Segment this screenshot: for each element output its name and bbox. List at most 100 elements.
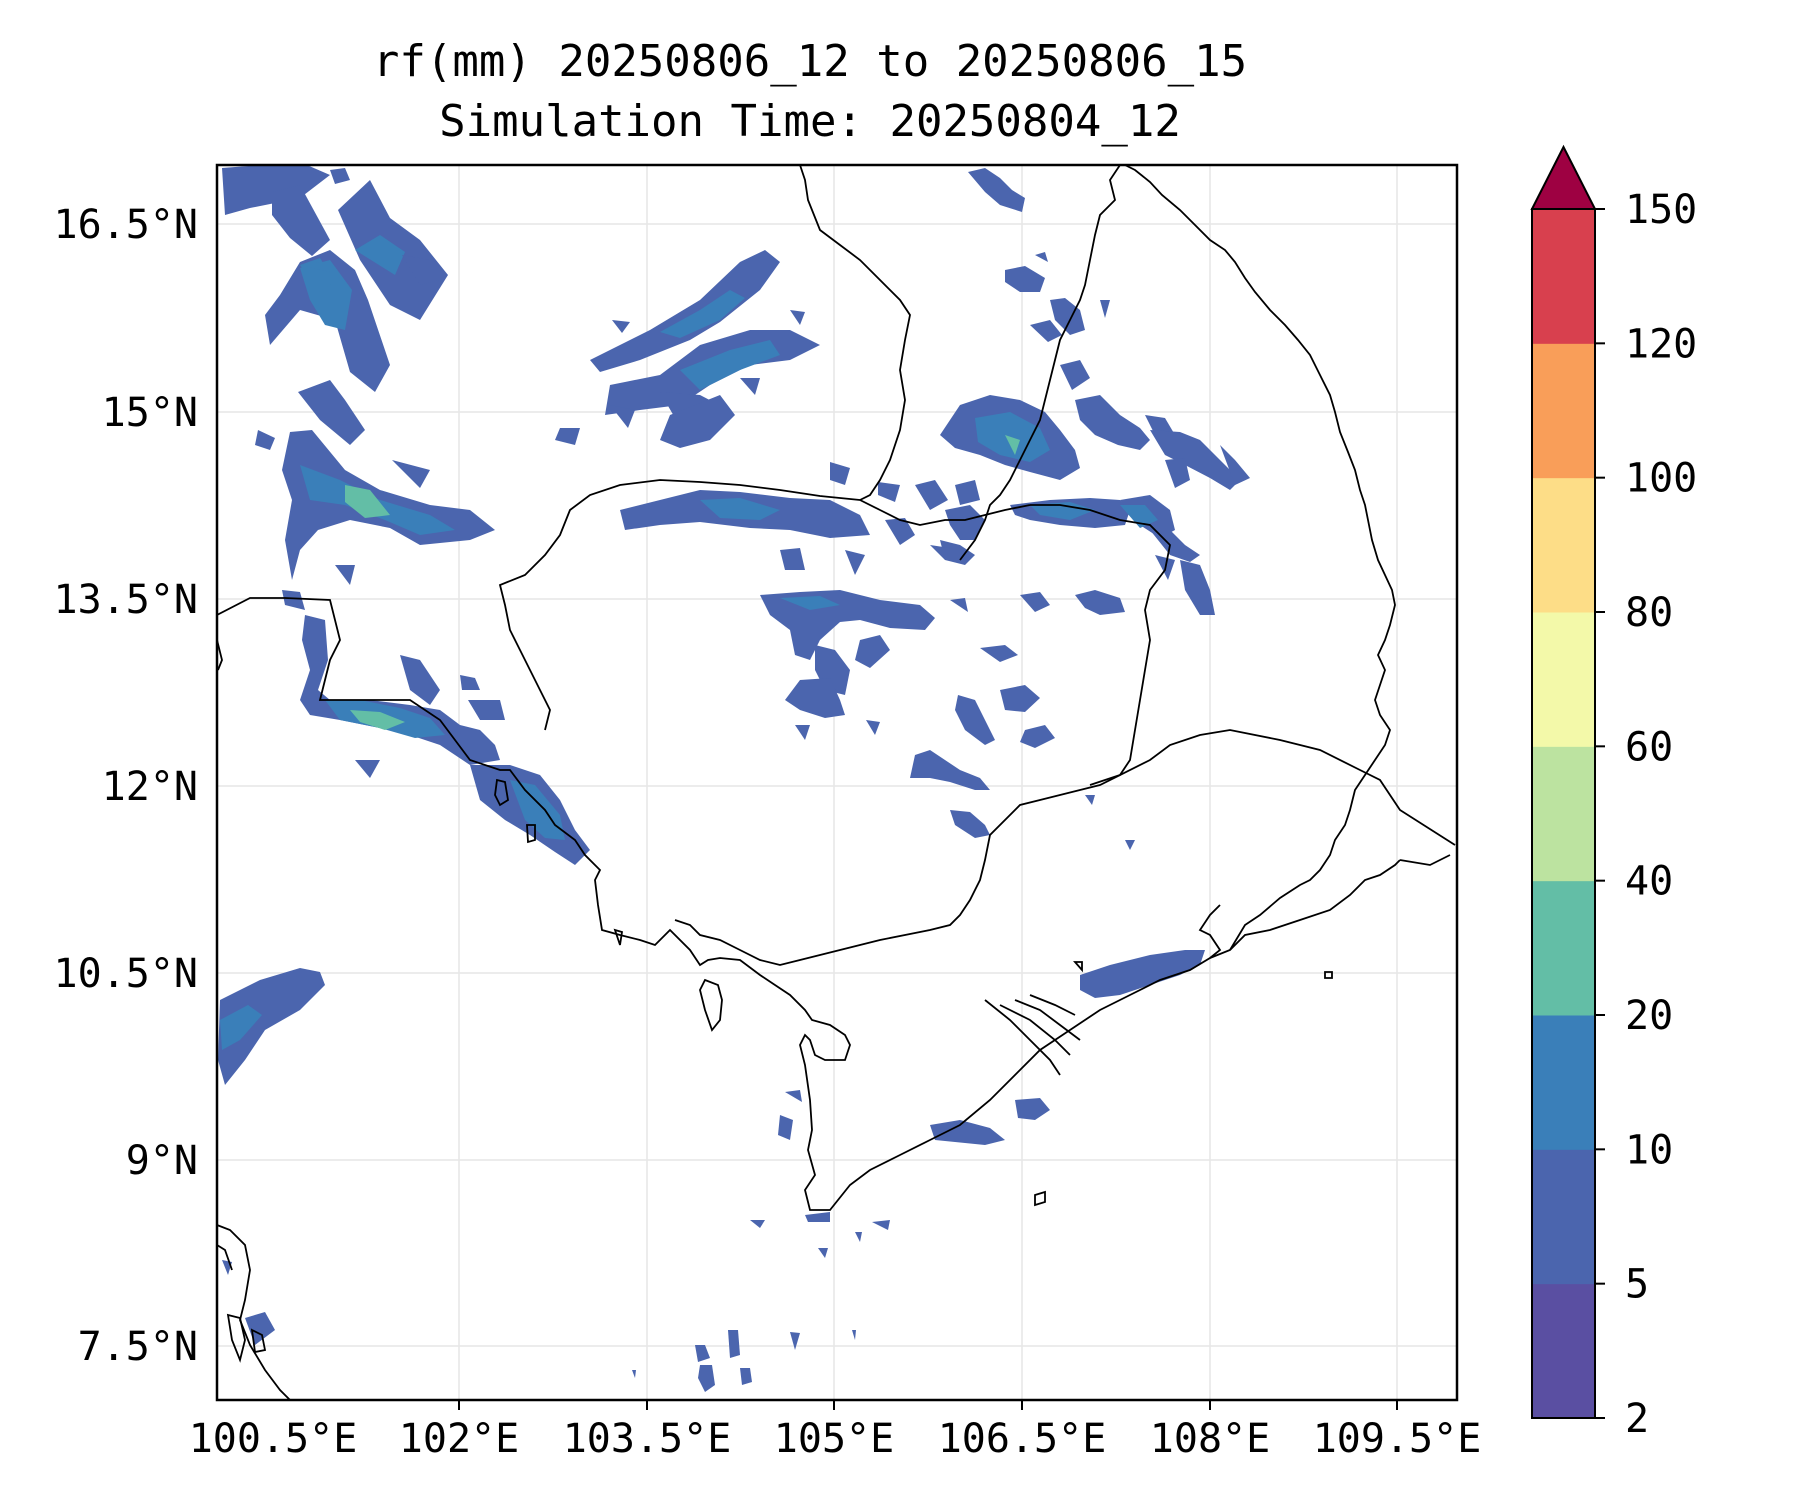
rain-patch xyxy=(355,760,380,778)
rain-patch xyxy=(930,545,950,560)
y-tick-label: 9°N xyxy=(126,1138,198,1184)
map-title-line2: Simulation Time: 20250804_12 xyxy=(439,96,1181,147)
rain-patch xyxy=(660,395,735,448)
rain-patch xyxy=(1120,505,1158,528)
y-tick-label: 15°N xyxy=(102,390,198,436)
rain-patch xyxy=(728,1330,740,1358)
rain-patch xyxy=(700,498,780,520)
rain-patch xyxy=(265,250,390,392)
rain-patch xyxy=(400,655,440,705)
rain-patch xyxy=(1075,395,1150,450)
rain-patch xyxy=(350,710,405,730)
rain-patch xyxy=(1000,685,1040,712)
colorbar-tick-label: 100 xyxy=(1625,456,1697,502)
rain-patch xyxy=(980,645,1018,662)
y-axis-labels: 16.5°N 15°N 13.5°N 12°N 10.5°N 9°N 7.5°N xyxy=(54,202,199,1370)
rain-patch xyxy=(866,720,880,735)
rainfall-contours xyxy=(218,165,1250,1392)
rain-patch xyxy=(402,255,440,285)
rain-patch xyxy=(460,675,480,690)
rain-patch xyxy=(955,480,980,505)
map-title-line1: rf(mm) 20250806_12 to 20250806_15 xyxy=(372,36,1248,87)
rain-patch xyxy=(255,430,275,450)
rain-patch xyxy=(940,540,975,565)
colorbar-tick-label: 10 xyxy=(1625,1127,1673,1173)
rain-patch xyxy=(698,1365,715,1392)
rain-patch xyxy=(1020,592,1050,612)
rain-patch xyxy=(1015,1098,1050,1120)
rain-patch xyxy=(1075,590,1125,615)
colorbar-tick-label: 80 xyxy=(1625,590,1673,636)
rain-patch xyxy=(300,615,500,765)
rain-patch xyxy=(1035,252,1048,262)
rain-patch xyxy=(1005,435,1020,455)
colorbar-tick-label: 2 xyxy=(1625,1396,1649,1442)
colorbar-segment xyxy=(1532,477,1595,613)
colorbar-segment xyxy=(1532,1015,1595,1150)
rain-patch xyxy=(1005,266,1045,292)
colorbar-segment xyxy=(1532,1283,1595,1419)
rain-patch xyxy=(355,235,405,275)
rain-patch xyxy=(282,590,305,610)
rain-patch xyxy=(872,1220,890,1230)
rain-patch xyxy=(1020,725,1055,748)
y-tick-label: 12°N xyxy=(102,764,198,810)
map-frame xyxy=(215,163,1459,1402)
colorbar-tick-label: 150 xyxy=(1625,187,1697,233)
rain-patch xyxy=(680,340,780,390)
x-axis-labels: 100.5°E 102°E 103.5°E 105°E 106.5°E 108°… xyxy=(189,1416,1482,1462)
rain-patch xyxy=(300,262,330,272)
rain-patch xyxy=(780,596,840,610)
x-tick-label: 102°E xyxy=(399,1416,519,1462)
rain-patch xyxy=(740,378,760,395)
x-tick-label: 106.5°E xyxy=(938,1416,1107,1462)
x-tick-label: 100.5°E xyxy=(189,1416,358,1462)
rain-patch xyxy=(632,1370,636,1378)
tick-marks xyxy=(458,1400,1398,1410)
rain-patch xyxy=(878,482,900,502)
rain-patch xyxy=(910,750,990,790)
rain-patch xyxy=(830,462,850,485)
colorbar-tick-label: 120 xyxy=(1625,321,1697,367)
colorbar-segment xyxy=(1532,343,1595,479)
rain-patch xyxy=(795,725,810,740)
rain-patch xyxy=(968,168,1025,212)
rain-patch xyxy=(1085,795,1095,805)
rain-patch xyxy=(780,548,805,570)
colorbar-segment xyxy=(1532,612,1595,747)
coastlines xyxy=(217,165,1456,1400)
rain-patch xyxy=(855,635,890,668)
rain-patch xyxy=(778,1115,793,1140)
rain-patch xyxy=(740,1368,752,1385)
rain-patch xyxy=(950,810,990,838)
rain-patch xyxy=(272,185,330,256)
rain-patch xyxy=(330,168,350,184)
rain-patch xyxy=(790,1332,800,1350)
rain-patch xyxy=(1180,560,1215,615)
rain-patch xyxy=(392,460,430,488)
rain-patch xyxy=(1165,458,1190,488)
colorbar-tick-label: 40 xyxy=(1625,859,1673,905)
rain-patch xyxy=(468,700,505,720)
rain-patch xyxy=(660,290,745,338)
rain-patch xyxy=(335,565,355,585)
rain-patch xyxy=(1125,840,1135,850)
rain-patch xyxy=(1030,320,1062,342)
rain-patch xyxy=(1150,430,1240,490)
rain-patch xyxy=(695,1345,710,1362)
rain-patch xyxy=(510,780,565,840)
y-tick-label: 13.5°N xyxy=(54,577,199,623)
colorbar-segment xyxy=(1532,746,1595,882)
rain-patch xyxy=(915,480,948,510)
rain-patch xyxy=(222,165,330,215)
rain-patch xyxy=(852,1330,856,1340)
rain-patch xyxy=(1100,300,1110,318)
x-tick-label: 108°E xyxy=(1150,1416,1270,1462)
rain-patch xyxy=(1060,360,1090,390)
rain-patch xyxy=(1220,445,1250,485)
rain-patch xyxy=(790,310,805,325)
map-area xyxy=(217,165,1457,1400)
rain-patch xyxy=(845,550,865,575)
rain-patch xyxy=(750,1220,765,1228)
